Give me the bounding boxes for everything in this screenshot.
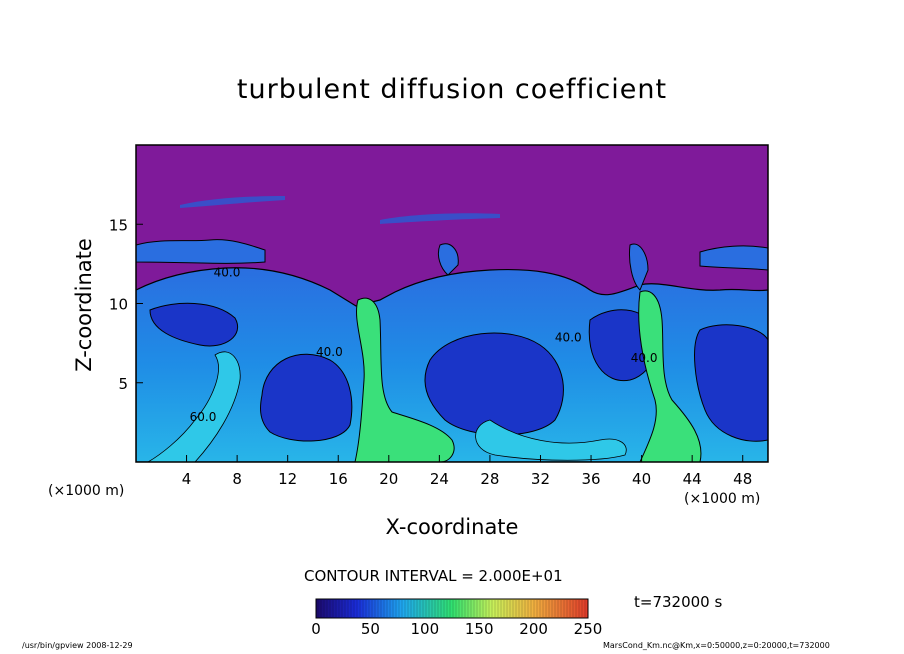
footer-left-text: /usr/bin/gpview 2008-12-29 [22, 641, 133, 650]
x-tick-label: 44 [683, 470, 702, 488]
contour-label: 60.0 [190, 410, 217, 424]
y-tick-label: 15 [109, 216, 128, 234]
y-tick-label: 10 [109, 296, 128, 314]
colorbar-tick-label: 0 [311, 620, 321, 638]
cloud-tops-left [136, 239, 266, 264]
colorbar-tick-label: 50 [360, 620, 380, 638]
x-tick-label: 36 [581, 470, 600, 488]
colorbar-tick-label: 200 [519, 620, 548, 638]
low-eddy-left [259, 353, 353, 442]
green-plume-right [638, 290, 702, 462]
x-tick-label: 48 [733, 470, 752, 488]
x-tick-label: 28 [480, 470, 499, 488]
contour-label: 40.0 [316, 345, 343, 359]
contour-label: 40.0 [555, 331, 582, 345]
x-axis-label: X-coordinate [385, 515, 519, 539]
footer-right-text: MarsCond_Km.nc@Km,x=0:50000,z=0:20000,t=… [603, 641, 830, 650]
chart-title: turbulent diffusion coefficient [236, 74, 668, 105]
x-tick-label: 40 [632, 470, 651, 488]
colorbar [315, 598, 589, 619]
x-unit-label-right: (×1000 m) [684, 491, 761, 507]
streak-upper [180, 196, 285, 208]
green-plume-center [354, 297, 455, 462]
x-tick-label: 8 [232, 470, 242, 488]
colorbar-tick-label: 100 [410, 620, 440, 638]
x-tick-label: 12 [278, 470, 297, 488]
plume-rising-center [437, 243, 459, 276]
low-eddy-far-right [694, 324, 768, 442]
time-label: t=732000 s [634, 593, 723, 611]
colorbar-tick-label: 250 [573, 620, 603, 638]
y-tick-label: 5 [118, 375, 128, 393]
low-eddy-top-left [149, 302, 238, 347]
y-axis-label: Z-coordinate [72, 238, 96, 372]
x-tick-label: 32 [531, 470, 550, 488]
contour-label: 40.0 [214, 266, 241, 280]
x-unit-label-left: (×1000 m) [48, 483, 125, 499]
heatmap-field [136, 145, 768, 462]
contour-label: 40.0 [631, 351, 658, 365]
y-axis: 5 10 15 [109, 216, 143, 393]
streak-upper-2 [380, 213, 500, 224]
cloud-tops-right [699, 245, 768, 271]
colorbar-stripes [317, 600, 586, 617]
plume-rising-right [629, 243, 649, 291]
low-eddy-mid [424, 332, 564, 436]
x-tick-label: 16 [329, 470, 348, 488]
x-tick-label: 20 [379, 470, 398, 488]
contour-interval-label: CONTOUR INTERVAL = 2.000E+01 [304, 567, 563, 585]
x-tick-label: 24 [430, 470, 449, 488]
cyan-band-left [147, 351, 241, 462]
x-axis: 4 8 12 16 20 24 28 32 36 40 44 48 [182, 455, 752, 488]
x-tick-label: 4 [182, 470, 192, 488]
cyan-band-bottom [475, 419, 627, 461]
contour-labels: 40.0 40.0 60.0 40.0 40.0 [190, 266, 658, 424]
colorbar-tick-label: 150 [464, 620, 494, 638]
